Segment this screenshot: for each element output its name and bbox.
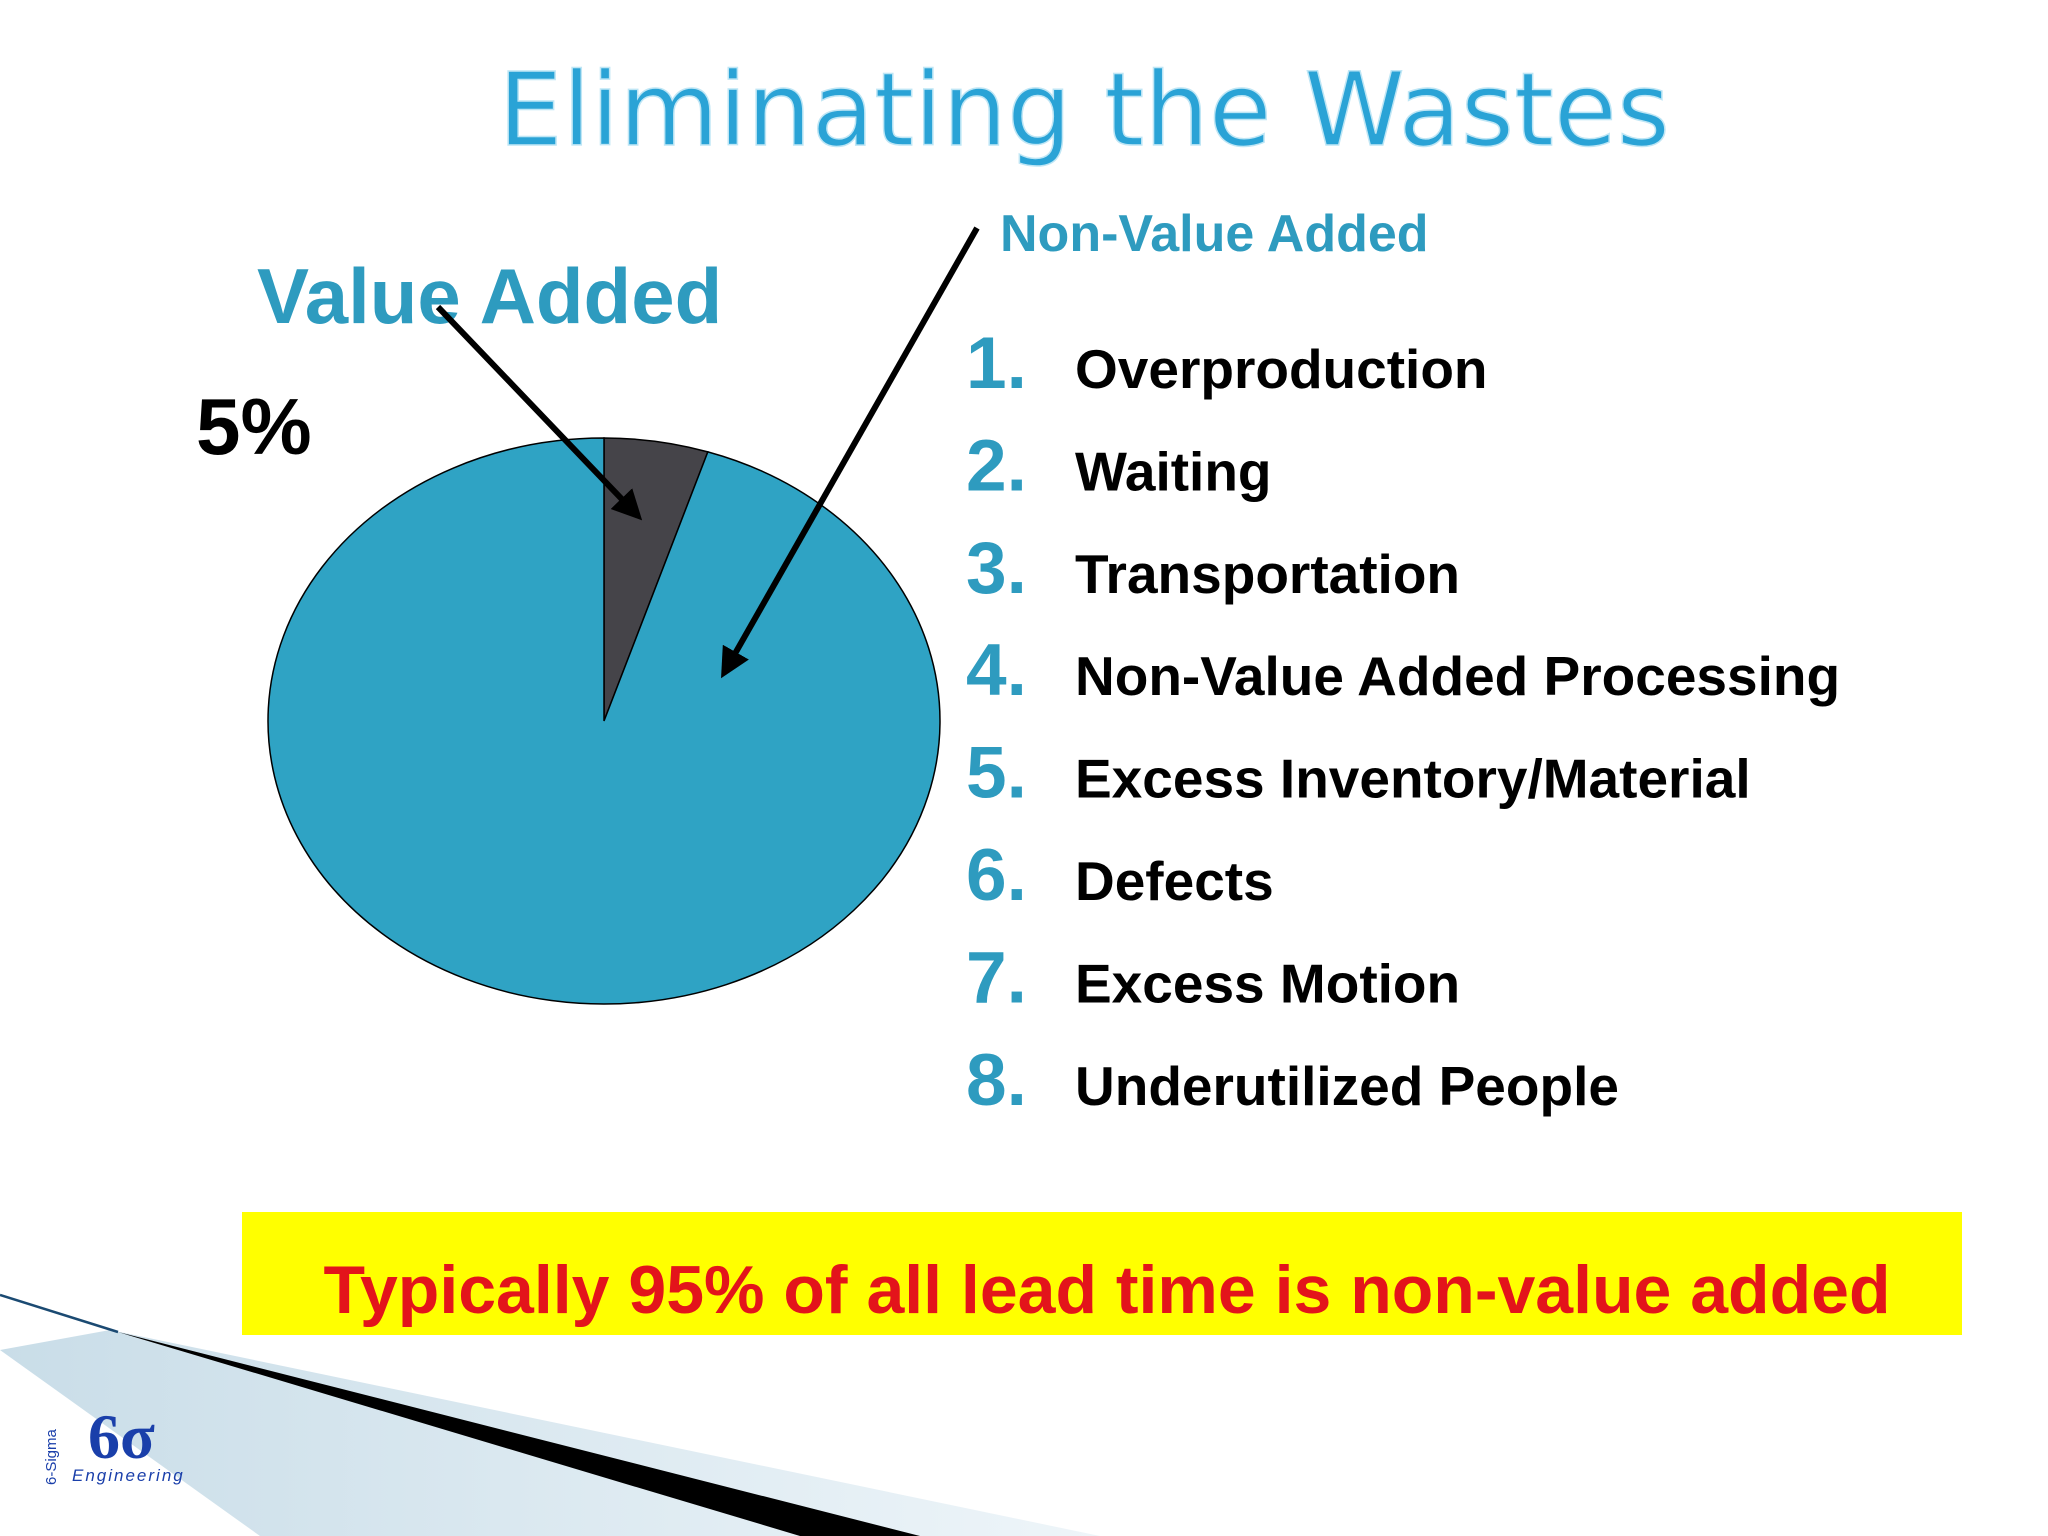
list-number: 4. bbox=[966, 630, 1027, 711]
banner-box bbox=[242, 1212, 1962, 1335]
list-number: 2. bbox=[966, 425, 1027, 506]
list-item: Excess Motion bbox=[1075, 952, 1460, 1014]
category-label: Non-Value Added bbox=[1000, 205, 1429, 263]
list-item: Overproduction bbox=[1075, 338, 1488, 400]
list-item: Excess Inventory/Material bbox=[1075, 748, 1751, 810]
logo-side: 6-Sigma bbox=[43, 1428, 60, 1485]
list-number: 8. bbox=[966, 1040, 1027, 1121]
value-label: 5% bbox=[196, 382, 312, 471]
logo-sub: Engineering bbox=[72, 1466, 185, 1485]
list-item: Underutilized People bbox=[1075, 1055, 1619, 1117]
category-label: Value Added bbox=[257, 252, 722, 340]
chart-title: Eliminating the Wastes bbox=[498, 51, 1670, 170]
list-number: 6. bbox=[966, 835, 1027, 916]
swoosh bbox=[0, 1330, 1100, 1536]
swoosh-black bbox=[118, 1332, 920, 1536]
banner: Typically 95% of all lead time is non-va… bbox=[324, 1252, 1891, 1328]
arrow bbox=[721, 226, 980, 679]
pie bbox=[267, 437, 941, 1005]
pie-slice bbox=[267, 437, 941, 1005]
list-item: Waiting bbox=[1075, 440, 1272, 502]
list-number: 7. bbox=[966, 937, 1027, 1018]
arrow bbox=[435, 304, 643, 521]
list-item: Non-Value Added Processing bbox=[1075, 645, 1840, 707]
list-item: Transportation bbox=[1075, 543, 1460, 605]
swoosh-line bbox=[0, 1293, 119, 1334]
list-number: 1. bbox=[966, 323, 1027, 404]
waste-list: 1. Overproduction 2. Waiting 3. Transportatio… bbox=[966, 323, 1840, 1121]
logo-mark: 6σ bbox=[88, 1401, 155, 1472]
list-item: Defects bbox=[1075, 850, 1274, 912]
list-number: 3. bbox=[966, 528, 1027, 609]
list-number: 5. bbox=[966, 733, 1027, 814]
